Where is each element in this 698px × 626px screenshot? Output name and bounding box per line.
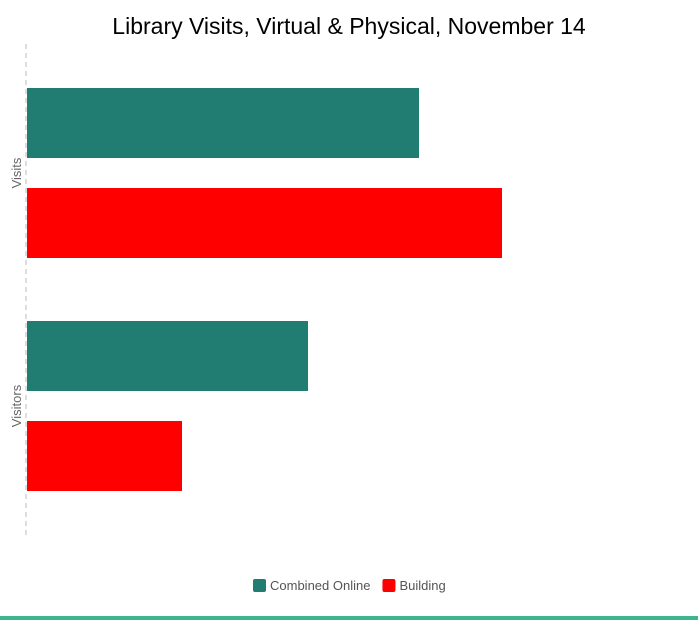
legend-swatch-building <box>382 579 396 592</box>
bar-visitors-combined-online <box>27 321 308 391</box>
legend-swatch-combined-online <box>253 579 266 592</box>
bar-visits-building <box>27 188 502 258</box>
bars-group <box>27 88 502 491</box>
category-label-visits: Visits <box>9 157 24 188</box>
category-labels: Visits Visitors <box>9 157 24 427</box>
bar-visits-combined-online <box>27 88 419 158</box>
bar-visitors-building <box>27 421 182 491</box>
legend-label-building: Building <box>399 578 445 593</box>
legend: Combined Online Building <box>253 578 446 593</box>
bottom-rule <box>0 616 698 620</box>
chart-title: Library Visits, Virtual & Physical, Nove… <box>112 13 586 39</box>
legend-label-combined-online: Combined Online <box>270 578 370 593</box>
category-label-visitors: Visitors <box>9 384 24 427</box>
